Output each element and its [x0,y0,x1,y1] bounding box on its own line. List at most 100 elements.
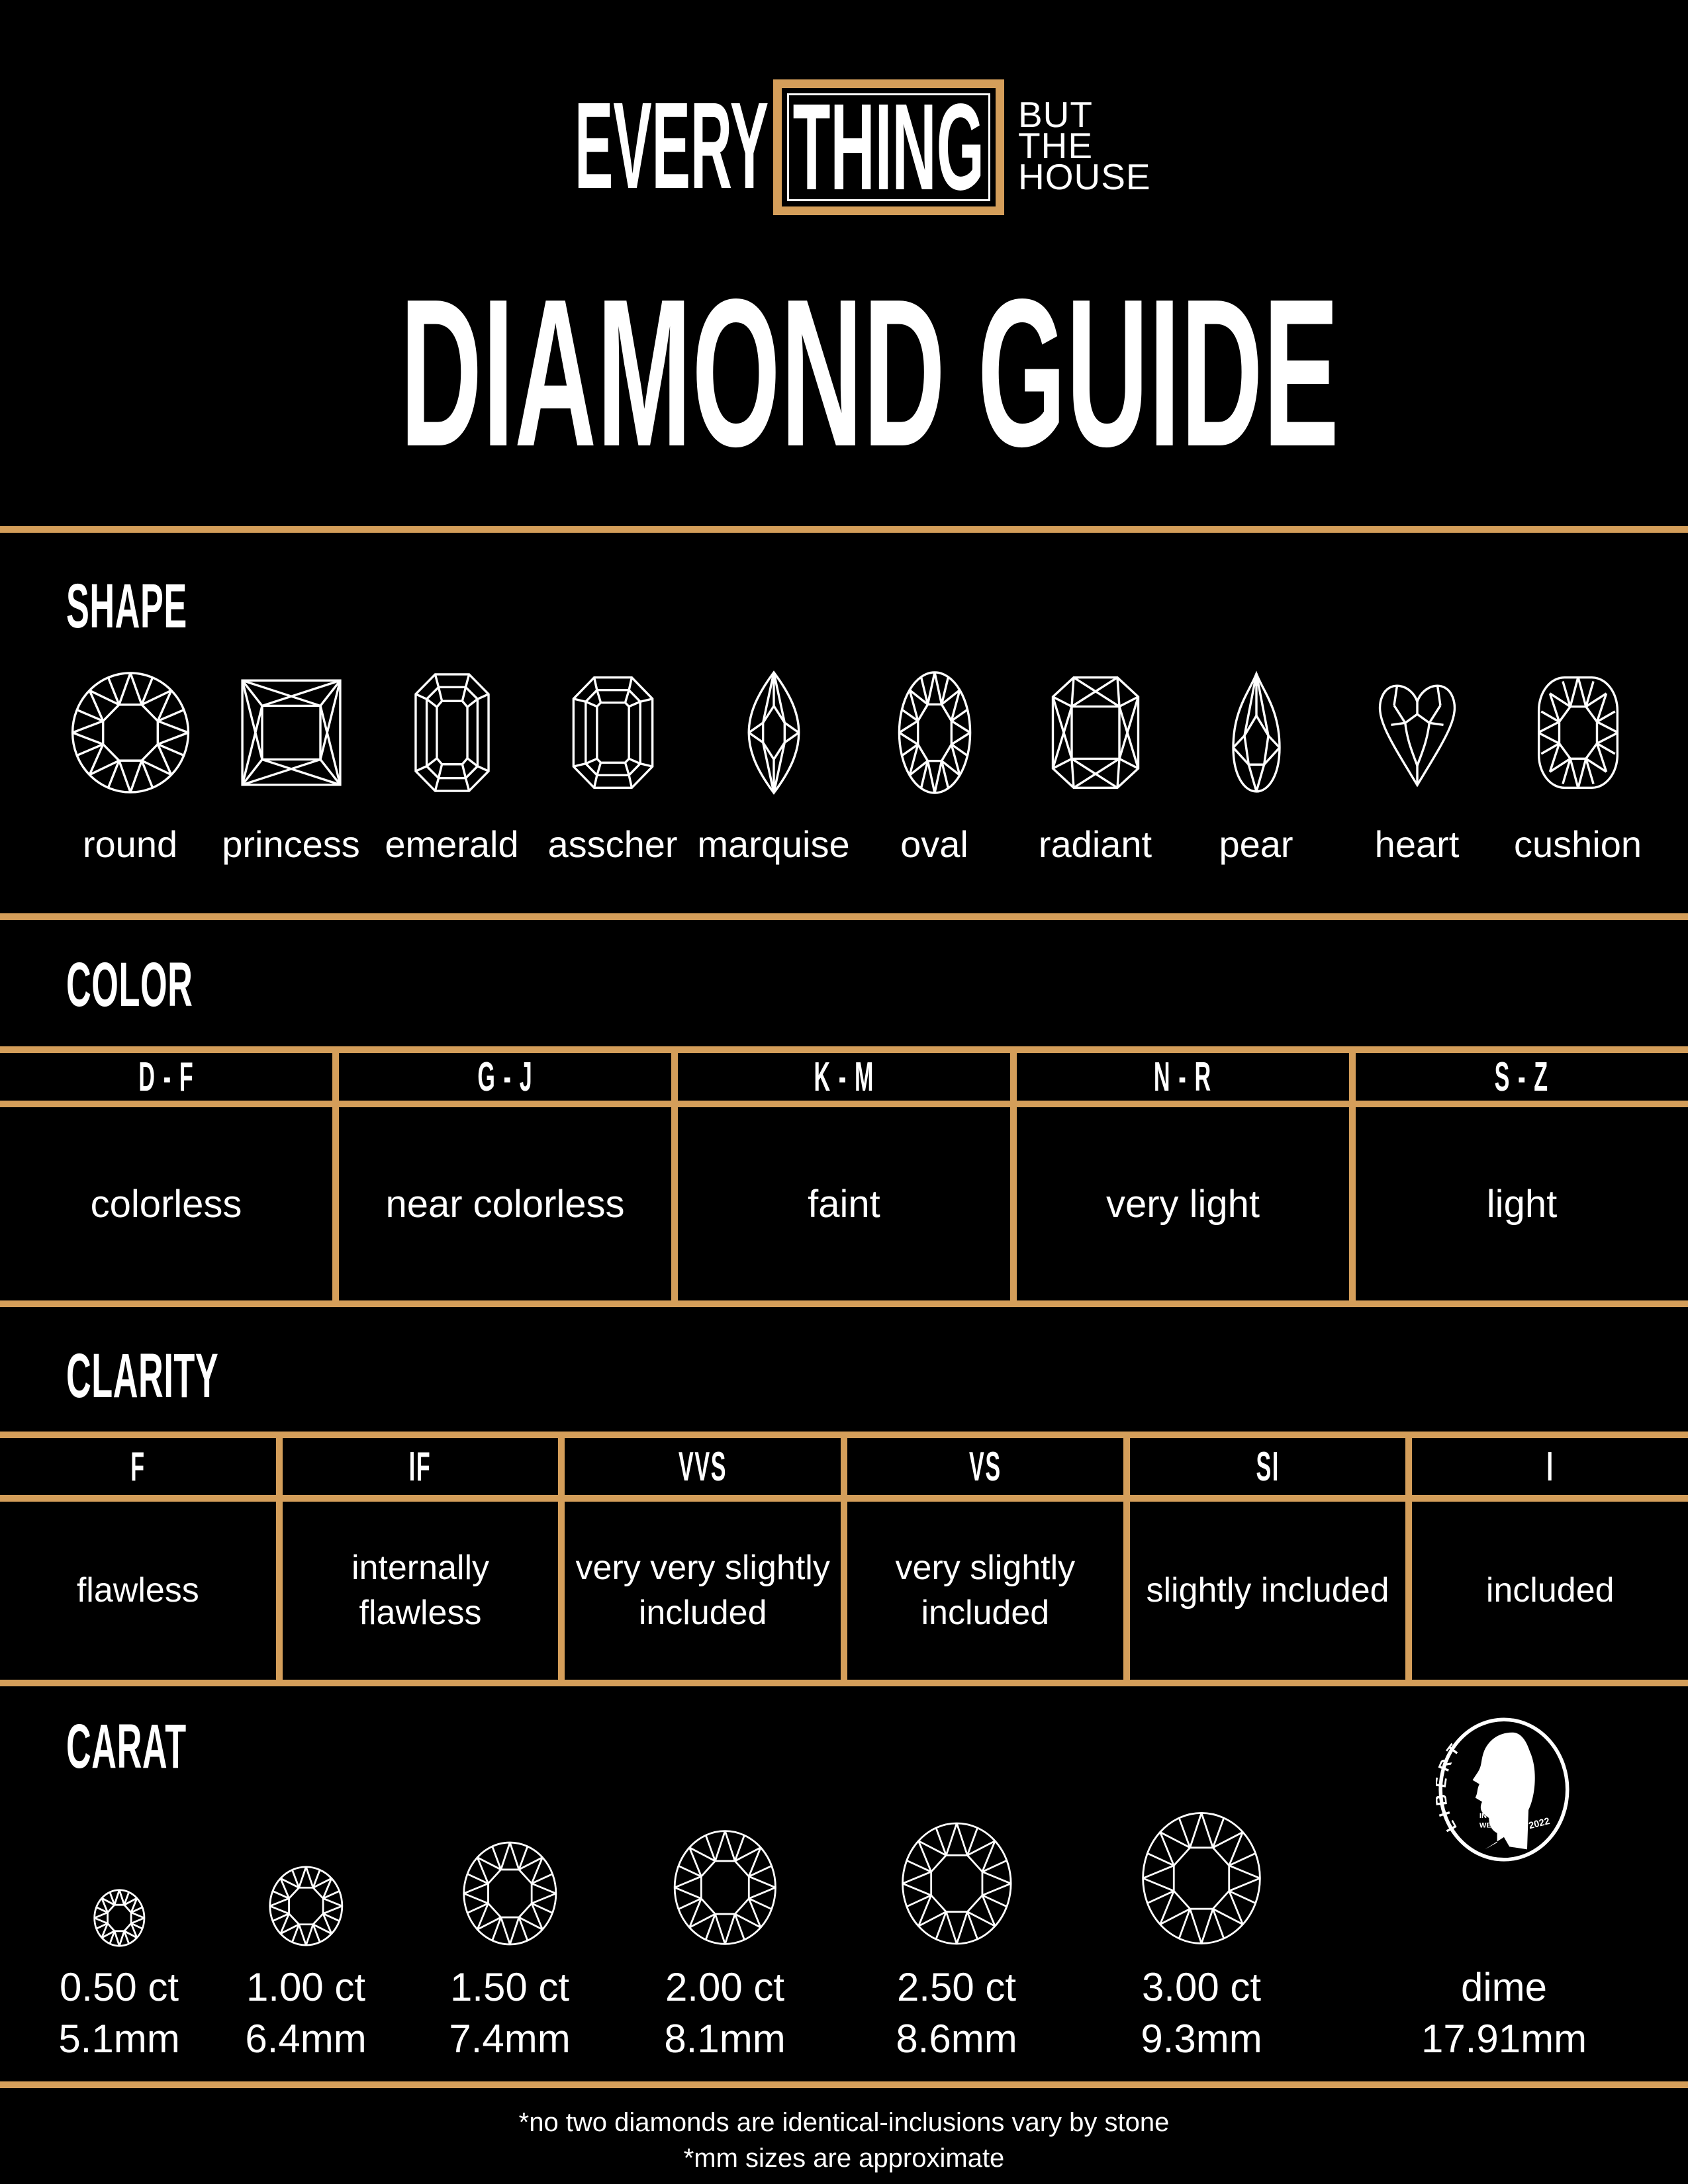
asscher-diamond-icon [566,670,660,796]
carat-item-200: 2.00 ct 8.1mm [664,1719,786,2061]
marquise-diamond-icon [740,668,808,797]
carat-ct-label: 3.00 ct [1141,1965,1262,2009]
emerald-diamond-icon [410,668,494,797]
carat-section-heading: CARAT [66,1711,187,1782]
carat-mm-label: 17.91mm [1421,2017,1587,2061]
shape-item-asscher: asscher [532,667,693,863]
carat-item-150: 1.50 ct 7.4mm [449,1719,571,2061]
clarity-desc-cell: included [1405,1502,1688,1680]
page-title: DIAMOND GUIDE [400,255,1340,490]
color-table-header-row: D - F G - J K - M N - R S - Z [0,1046,1688,1107]
clarity-grade-cell: F [130,1443,146,1490]
shape-label: pear [1219,823,1293,865]
shape-row: round princess [50,667,1658,863]
shape-label: asscher [547,823,678,865]
carat-mm-label: 9.3mm [1141,2017,1262,2061]
logo-text-thing: THING [792,78,985,216]
clarity-table: F IF VVS VS SI I flawless internally fla… [0,1432,1688,1686]
logo-thing-inner-border [787,93,990,201]
color-desc-cell: colorless [90,1182,242,1226]
dime-liberty-text: LIBERTY [1436,1715,1461,1834]
carat-ct-label: dime [1460,1965,1548,2009]
shape-label: round [82,823,178,865]
footer-note-inclusions: *no two diamonds are identical-inclusion… [518,2108,1170,2137]
dime-year: 2022 [1528,1816,1551,1831]
round-diamond-icon [69,669,192,796]
shape-item-oval: oval [854,667,1015,863]
dime-motto-line2: WE TRUST [1479,1822,1518,1830]
gold-divider-footer [0,2081,1688,2088]
carat-item-dime: LIBERTY IN GOD WE TRUST 2022 dime 17.91m… [1421,1715,1587,2061]
shape-label: emerald [385,823,519,865]
clarity-grade-cell: IF [275,1438,559,1495]
carat-mm-label: 8.1mm [664,2017,786,2061]
logo-text-every: EVERY [575,77,769,214]
color-desc-cell: faint [671,1107,1010,1300]
clarity-desc-cell: flawless [76,1570,199,1610]
shape-item-cushion: cushion [1497,667,1658,863]
shape-label: radiant [1038,823,1152,865]
clarity-desc-cell: internally flawless [275,1502,559,1680]
gold-divider-color [0,913,1688,920]
carat-item-300: 3.00 ct 9.3mm [1139,1719,1264,2059]
heart-diamond-icon [1367,674,1468,791]
carat-ct-label: 2.50 ct [896,1965,1017,2009]
color-desc-cell: near colorless [332,1107,671,1300]
clarity-grade-cell: VVS [558,1438,841,1495]
shape-label: cushion [1513,823,1642,865]
color-table-body-row: colorless near colorless faint very ligh… [0,1107,1688,1307]
shape-label: heart [1374,823,1460,865]
shape-label: oval [900,823,968,865]
shape-label: marquise [697,823,850,865]
color-grade-cell: D - F [138,1054,195,1100]
shape-item-round: round [50,667,211,863]
shape-item-heart: heart [1336,667,1497,863]
color-grade-cell: K - M [671,1053,1010,1101]
carat-ct-label: 1.00 ct [246,1965,366,2009]
dime-motto-line1: IN GOD [1479,1812,1506,1820]
carat-ct-label: 2.00 ct [665,1965,785,2009]
carat-ct-label: 0.50 ct [59,1965,179,2009]
logo-tagline-house: HOUSE [1018,156,1151,197]
clarity-desc-cell: very slightly included [841,1502,1123,1680]
color-section-heading: COLOR [66,950,193,1020]
clarity-section-heading: CLARITY [66,1341,219,1411]
svg-text:LIBERTY: LIBERTY [1436,1715,1466,1834]
cushion-diamond-icon [1532,670,1624,796]
carat-item-100: 1.00 ct 6.4mm [245,1719,367,2061]
clarity-table-body-row: flawless internally flawless very very s… [0,1502,1688,1686]
carat-mm-label: 7.4mm [449,2017,571,2061]
shape-item-pear: pear [1176,667,1336,863]
color-desc-cell: light [1349,1107,1688,1300]
clarity-table-header-row: F IF VVS VS SI I [0,1432,1688,1502]
carat-mm-label: 5.1mm [58,2017,180,2061]
logo-tagline-the: THE [1018,125,1093,166]
radiant-diamond-icon [1046,670,1145,796]
dime-profile-silhouette [1472,1732,1535,1850]
clarity-grade-cell: SI [1123,1438,1406,1495]
carat-mm-label: 6.4mm [245,2017,367,2061]
princess-diamond-icon [233,674,350,791]
shape-item-princess: princess [211,667,371,863]
clarity-desc-cell: slightly included [1123,1502,1406,1680]
carat-diamond-icon-250 [899,1819,1014,1948]
carat-diamond-icon-200 [671,1827,778,1948]
shape-item-marquise: marquise [693,667,854,863]
carat-row: 0.50 ct 5.1mm 1.00 ct 6.4mm 1.50 ct 7.4m… [0,1715,1688,2090]
color-grade-cell: N - R [1010,1053,1349,1101]
oval-diamond-icon [897,668,972,797]
gold-divider-top [0,526,1688,533]
shape-label: princess [222,823,360,865]
logo-tagline-but: BUT [1018,94,1093,135]
page-title-row: DIAMOND GUIDE [0,268,1688,478]
color-grade-cell: G - J [332,1053,671,1101]
carat-item-250: 2.50 ct 8.6mm [896,1719,1017,2059]
logo-tagline: BUT THE HOUSE [1018,94,1151,197]
shape-section-heading: SHAPE [66,571,187,641]
shape-item-radiant: radiant [1015,667,1176,863]
footer-notes: *no two diamonds are identical-inclusion… [0,2105,1688,2176]
clarity-desc-cell: very very slightly included [558,1502,841,1680]
clarity-grade-cell: VS [841,1438,1123,1495]
footer-note-mm: *mm sizes are approximate [683,2144,1005,2173]
